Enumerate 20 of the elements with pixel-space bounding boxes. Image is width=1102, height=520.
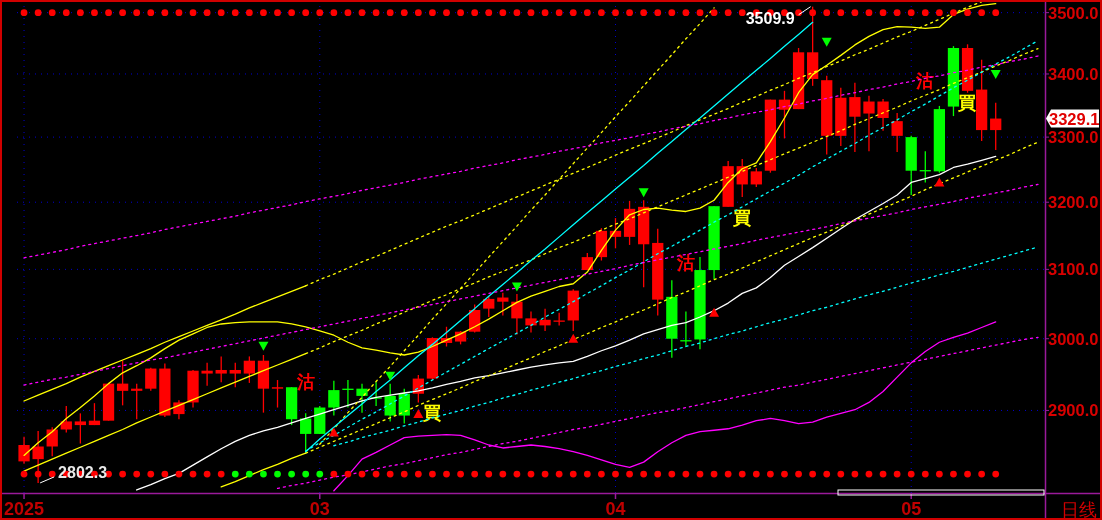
text: 日线 <box>1061 500 1097 520</box>
x-tick-label: 04 <box>605 499 626 519</box>
annotation: 沽 <box>296 372 315 392</box>
annotation: 沽 <box>915 71 934 91</box>
y-tick-label: 2900.0 <box>1048 401 1099 420</box>
x-tick-label: 2025 <box>4 499 45 519</box>
y-tick-label: 3100.0 <box>1048 260 1099 279</box>
annotation: 買 <box>732 208 751 228</box>
y-tick-label: 3300.0 <box>1048 128 1099 147</box>
annotation: 買 <box>422 403 441 423</box>
y-tick-label: 3200.0 <box>1048 193 1099 212</box>
annotation: 買 <box>957 93 976 113</box>
y-tick-label: 3000.0 <box>1048 329 1099 348</box>
x-tick-label: 05 <box>901 499 922 519</box>
annotation: 沽 <box>676 253 695 273</box>
annotation: 2802.3 <box>58 463 108 481</box>
y-tick-label: 3400.0 <box>1048 64 1099 83</box>
annotation: 3509.9 <box>745 9 795 27</box>
y-tick-label: 3500.0 <box>1048 3 1099 22</box>
x-tick-label: 03 <box>309 499 330 519</box>
